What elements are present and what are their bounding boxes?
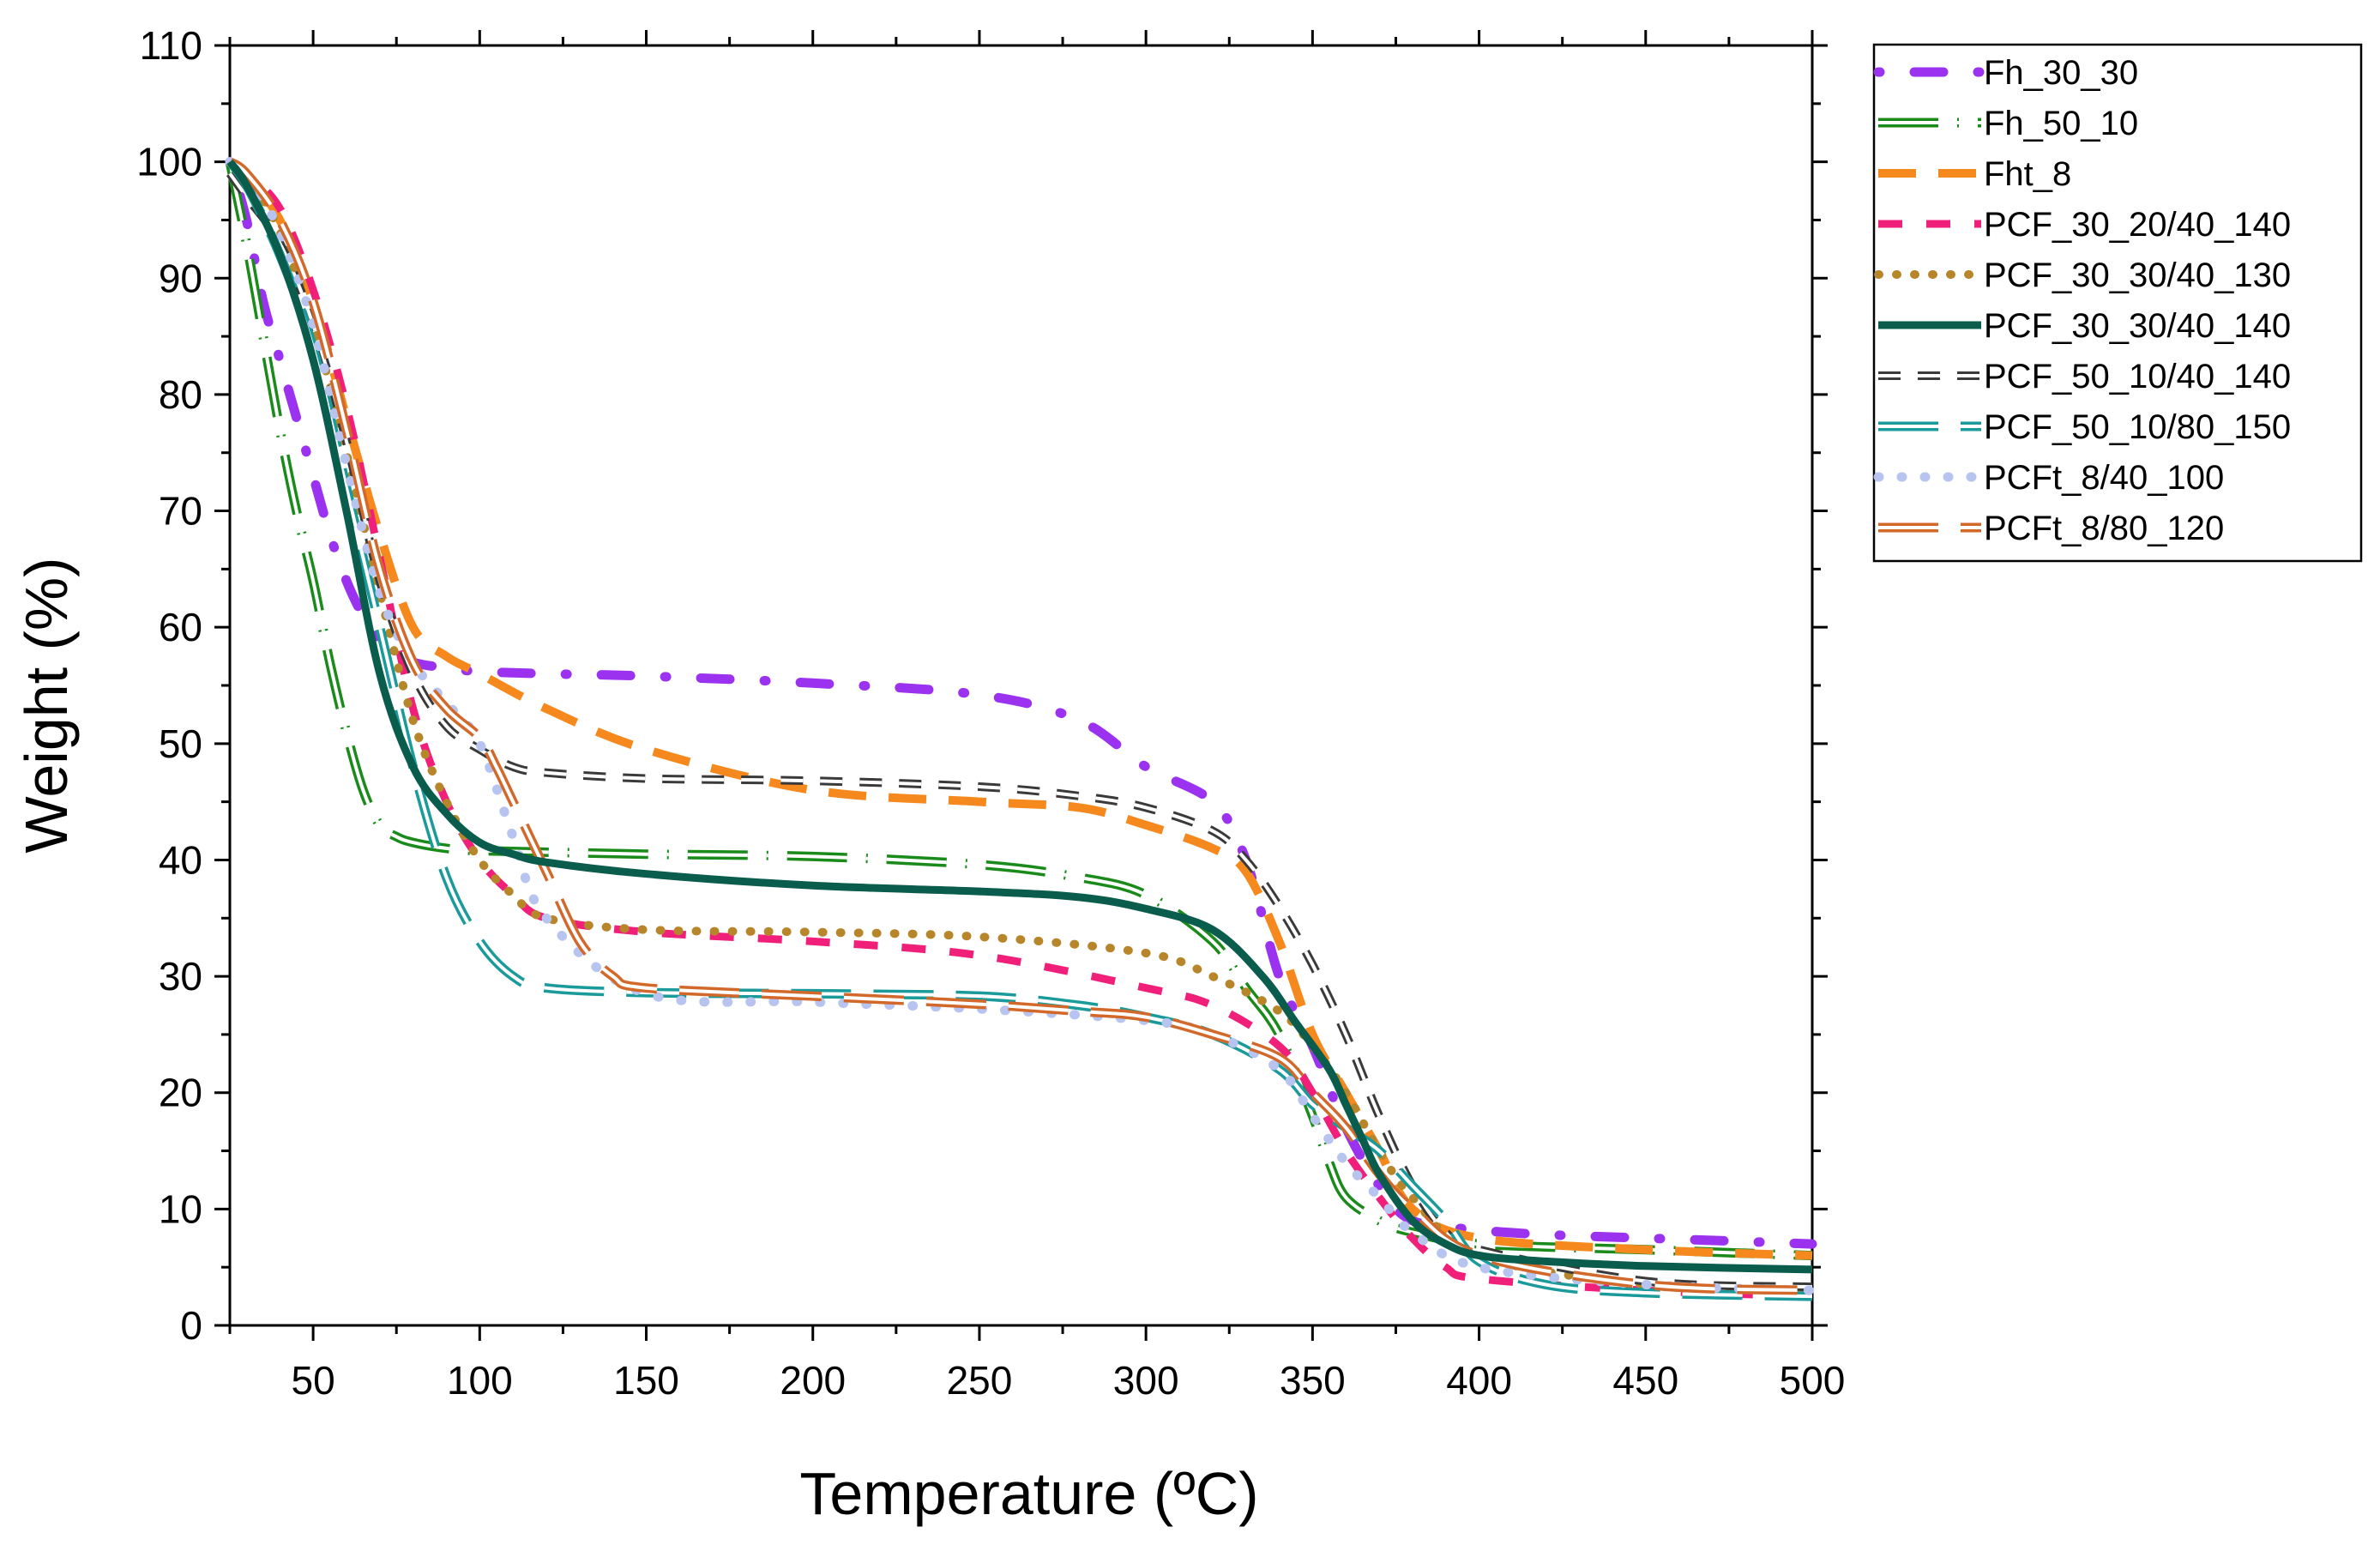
x-tick-label: 200 bbox=[780, 1358, 846, 1403]
plot-border bbox=[228, 44, 1814, 1327]
series-fht-8 bbox=[227, 158, 1813, 1260]
legend-item: PCF_30_20/40_140 bbox=[1878, 206, 2291, 244]
x-tick-label: 50 bbox=[292, 1358, 335, 1403]
series-fh-30-30 bbox=[225, 157, 1817, 1249]
legend-item: PCFt_8/40_100 bbox=[1873, 459, 2224, 497]
x-tick-label: 450 bbox=[1612, 1358, 1678, 1403]
legend-item: PCF_30_30/40_130 bbox=[1874, 256, 2291, 294]
x-axis-title: Temperature (ºC) bbox=[799, 1460, 1258, 1527]
y-tick-label: 10 bbox=[159, 1186, 202, 1231]
y-tick-label: 110 bbox=[140, 23, 202, 68]
series-fh-50-10 bbox=[225, 160, 1813, 1261]
series-line-inner bbox=[228, 160, 1813, 1299]
x-tick-label: 400 bbox=[1446, 1358, 1512, 1403]
series-pcf-30-20-40-140 bbox=[227, 158, 1813, 1301]
legend-label: PCF_50_10/80_150 bbox=[1984, 408, 2291, 446]
y-tick-label: 80 bbox=[159, 372, 202, 417]
series-line bbox=[227, 158, 1813, 1260]
series-pcft-8-80-120 bbox=[226, 157, 1813, 1295]
series-pcft-8-40-100 bbox=[225, 157, 1817, 1295]
series-line-inner bbox=[228, 161, 1813, 1258]
series-line-inner bbox=[228, 172, 1813, 1289]
legend-label: PCF_30_30/40_130 bbox=[1984, 256, 2291, 294]
series-pcf-30-30-40-130 bbox=[226, 157, 1817, 1295]
legend: Fh_30_30 Fh_50_10 Fht_8 PCF_30_20/40_140 PCF… bbox=[1872, 43, 2363, 563]
series-pcf-50-10-80-150 bbox=[226, 159, 1813, 1301]
legend-label: PCF_50_10/40_140 bbox=[1984, 358, 2291, 395]
series-line bbox=[225, 157, 1817, 1249]
series-line-inner bbox=[228, 160, 1813, 1293]
legend-item: PCF_50_10/40_140 bbox=[1878, 358, 2291, 395]
y-tick-label: 70 bbox=[159, 489, 202, 534]
legend-item: PCF_30_30/40_140 bbox=[1878, 307, 2291, 345]
y-tick-label: 20 bbox=[159, 1071, 202, 1115]
legend-label: PCFt_8/40_100 bbox=[1984, 459, 2224, 497]
series-line bbox=[225, 160, 1813, 1261]
x-tick-label: 300 bbox=[1113, 1358, 1179, 1403]
legend-label: Fh_50_10 bbox=[1984, 105, 2138, 142]
y-tick-label: 60 bbox=[159, 605, 202, 649]
legend-label: Fht_8 bbox=[1984, 155, 2071, 193]
y-axis-ticks: 0 10 20 30 40 50 60 70 80 90 100 110 bbox=[136, 23, 1828, 1348]
series-line bbox=[226, 159, 1813, 1274]
x-tick-label: 100 bbox=[447, 1358, 513, 1403]
plot-frame bbox=[228, 44, 1814, 1327]
legend-label: PCF_30_20/40_140 bbox=[1984, 206, 2291, 244]
legend-item: PCFt_8/80_120 bbox=[1878, 510, 2224, 547]
legend-item: Fht_8 bbox=[1878, 155, 2071, 193]
legend-item: Fh_50_10 bbox=[1878, 105, 2138, 142]
legend-item: PCF_50_10/80_150 bbox=[1878, 408, 2291, 446]
y-tick-label: 30 bbox=[159, 954, 202, 999]
x-tick-label: 350 bbox=[1280, 1358, 1346, 1403]
legend-label: PCF_30_30/40_140 bbox=[1984, 307, 2291, 345]
series-pcf-30-30-40-140 bbox=[226, 159, 1813, 1274]
series-pcf-50-10-40-140 bbox=[226, 171, 1813, 1292]
y-axis-title: Weight (%) bbox=[13, 558, 80, 854]
y-tick-label: 40 bbox=[159, 837, 202, 882]
x-tick-label: 500 bbox=[1780, 1358, 1846, 1403]
y-tick-label: 100 bbox=[136, 140, 202, 184]
series-line bbox=[227, 158, 1813, 1301]
x-axis-ticks: 50 100 150 200 250 300 350 400 450 500 bbox=[228, 30, 1846, 1403]
series-line bbox=[226, 157, 1817, 1295]
y-tick-label: 90 bbox=[159, 256, 202, 300]
x-tick-label: 250 bbox=[947, 1358, 1013, 1403]
legend-box bbox=[1872, 43, 2363, 563]
legend-label: Fh_30_30 bbox=[1984, 54, 2138, 92]
legend-label: PCFt_8/80_120 bbox=[1984, 510, 2224, 547]
series-line bbox=[225, 157, 1817, 1295]
series-layer bbox=[225, 157, 1817, 1301]
legend-item: Fh_30_30 bbox=[1873, 54, 2138, 92]
x-tick-label: 150 bbox=[613, 1358, 679, 1403]
y-tick-label: 0 bbox=[180, 1303, 202, 1348]
y-tick-label: 50 bbox=[159, 721, 202, 766]
